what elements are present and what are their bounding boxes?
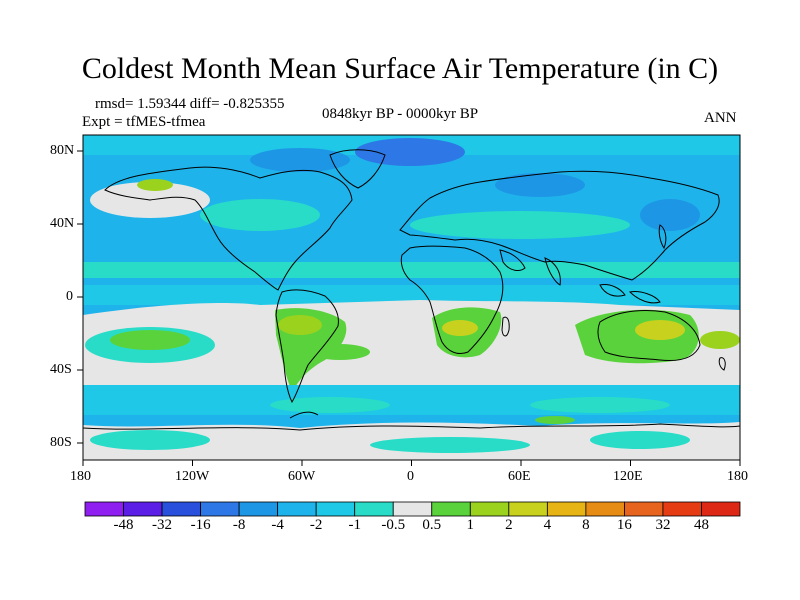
australia-coast bbox=[597, 309, 701, 361]
tropical-band bbox=[83, 285, 740, 305]
colorbar-label: 8 bbox=[582, 517, 590, 533]
colorbar-box bbox=[238, 501, 279, 517]
southern-neutral-zone bbox=[83, 300, 740, 385]
equatorial-teal-band bbox=[83, 262, 740, 278]
north-america-teal bbox=[200, 199, 320, 231]
arctic-deep-blue-patch bbox=[355, 138, 465, 166]
experiment-label: Expt = tfMES-tfmea bbox=[82, 114, 206, 130]
alaska-green-patch bbox=[137, 179, 173, 191]
colorbar-box bbox=[315, 501, 356, 517]
colorbar-label: -4 bbox=[271, 517, 284, 533]
colorbar-label: -1 bbox=[348, 517, 361, 533]
antarctic-peninsula-coast bbox=[289, 411, 319, 419]
colorbar-box bbox=[701, 501, 741, 517]
lon-label: 0 bbox=[407, 469, 414, 484]
colorbar-box bbox=[354, 501, 394, 517]
south-pacific-green-patch bbox=[110, 330, 190, 350]
lon-label: 180 bbox=[727, 469, 748, 484]
lat-label: 40S bbox=[50, 362, 72, 377]
colorbar-label: -2 bbox=[309, 517, 323, 533]
colorbar-label: 48 bbox=[693, 517, 709, 533]
colorbar-box bbox=[546, 501, 587, 517]
australia-yellow bbox=[635, 320, 685, 340]
colorbar-box bbox=[200, 501, 240, 517]
colorbar-label: -8 bbox=[232, 517, 246, 533]
colorbar-label: -48 bbox=[113, 517, 134, 533]
lon-label: 120E bbox=[613, 469, 643, 484]
lat-label: 80N bbox=[50, 143, 75, 158]
north-america-coast bbox=[104, 166, 353, 291]
southern-ocean-teal bbox=[270, 397, 390, 413]
temperature-field bbox=[83, 135, 740, 460]
colorbar-box bbox=[469, 501, 510, 517]
stats-text: rmsd= 1.59344 diff= -0.825355 bbox=[95, 96, 285, 112]
colorbar-label: 1 bbox=[466, 517, 475, 533]
colorbar-box bbox=[585, 501, 625, 517]
colorbar-label: 16 bbox=[616, 517, 632, 533]
eurasia-coast bbox=[399, 170, 720, 281]
colorbar-box bbox=[161, 501, 201, 517]
antarctica-coast bbox=[83, 423, 740, 431]
south-atlantic-green bbox=[310, 344, 370, 360]
map-title: Coldest Month Mean Surface Air Temperatu… bbox=[81, 52, 719, 85]
colorbar-label: -16 bbox=[190, 517, 211, 533]
tasman-green bbox=[700, 331, 740, 349]
indonesia-coast bbox=[599, 284, 661, 304]
colorbar-label: -32 bbox=[152, 517, 173, 533]
season-label: ANN bbox=[704, 110, 737, 126]
colorbar-box bbox=[392, 501, 433, 517]
colorbar-label: 0.5 bbox=[422, 517, 442, 533]
antarctica-teal-east bbox=[590, 431, 690, 449]
arabia-india-coast bbox=[499, 249, 561, 286]
colorbar-box bbox=[508, 501, 548, 517]
colorbar-box bbox=[431, 501, 471, 517]
canada-arctic-patch bbox=[250, 148, 350, 172]
new-zealand-coast bbox=[718, 357, 726, 371]
lon-label: 60W bbox=[288, 469, 316, 484]
eurasia-teal bbox=[410, 211, 630, 239]
colorbar-box bbox=[123, 501, 163, 517]
period-label: 0848kyr BP - 0000kyr BP bbox=[322, 106, 479, 122]
colorbar-label: 2 bbox=[505, 517, 513, 533]
madagascar-coast bbox=[501, 316, 510, 337]
coastlines bbox=[83, 149, 740, 431]
siberia-blue-patch bbox=[495, 173, 585, 197]
colorbar-box bbox=[84, 501, 124, 517]
lon-label: 120W bbox=[175, 469, 210, 484]
colorbar-label: 32 bbox=[655, 517, 671, 533]
lat-label: 80S bbox=[50, 435, 72, 450]
southern-africa-yellow bbox=[442, 320, 478, 336]
japan-coast bbox=[658, 224, 667, 250]
indian-southern-teal bbox=[530, 397, 670, 413]
colorbar bbox=[84, 501, 741, 517]
colorbar-label: -0.5 bbox=[381, 517, 406, 533]
lon-label: 60E bbox=[508, 469, 531, 484]
lat-label: 40N bbox=[50, 216, 75, 231]
antarctica-teal-west bbox=[90, 430, 210, 450]
south-america-coast bbox=[275, 289, 339, 404]
antarctica-green-spot bbox=[535, 416, 575, 424]
australia-green bbox=[575, 309, 699, 364]
east-asia-blue-patch bbox=[640, 199, 700, 231]
africa-coast bbox=[400, 245, 504, 355]
greenland-coast bbox=[329, 149, 386, 189]
south-america-yellow bbox=[278, 315, 322, 335]
lat-label: 0 bbox=[66, 289, 73, 304]
colorbar-label: 4 bbox=[543, 517, 552, 533]
lon-label: 180 bbox=[70, 469, 91, 484]
colorbar-box bbox=[662, 501, 702, 517]
axis-ticks bbox=[77, 150, 741, 466]
antarctica-teal-center bbox=[370, 437, 530, 453]
colorbar-box bbox=[624, 501, 664, 517]
colorbar-box bbox=[277, 501, 317, 517]
